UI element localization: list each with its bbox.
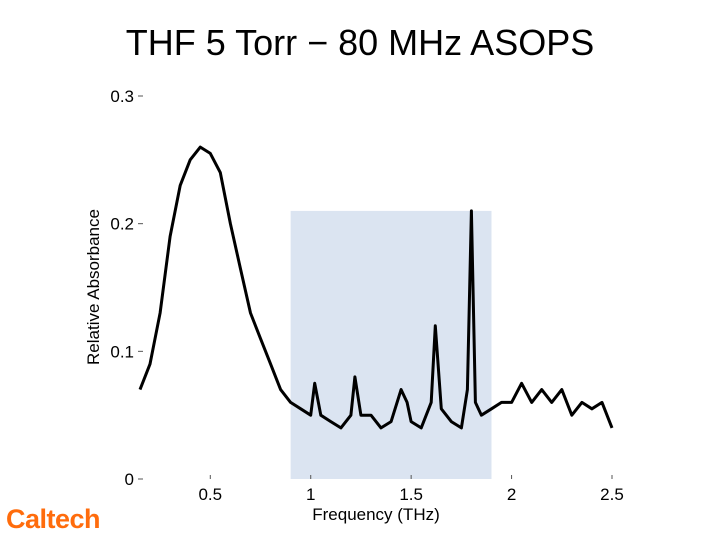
y-axis-label: Relative Absorbance [84,209,103,365]
slide-title: THF 5 Torr − 80 MHz ASOPS [125,22,595,63]
x-tick-label-0: 0.5 [198,485,222,504]
x-tick-label-3: 2 [507,485,516,504]
y-tick-label-0: 0 [125,470,134,489]
caltech-logo: Caltech [6,504,101,534]
x-tick-label-1: 1 [306,485,315,504]
axes: 0.5 1 1.5 2 2.5 0 0.1 0.2 0.3 [110,87,623,504]
plot-area [290,210,492,479]
y-tick-label-2: 0.2 [110,215,134,234]
x-axis-label: Frequency (THz) [312,505,440,524]
series-line-0 [138,145,614,430]
y-tick-label-3: 0.3 [110,87,134,106]
y-tick-label-1: 0.1 [110,342,134,361]
highlight-region [290,210,492,479]
x-tick-label-2: 1.5 [399,485,423,504]
x-tick-label-4: 2.5 [600,485,624,504]
plot-series [138,145,614,430]
